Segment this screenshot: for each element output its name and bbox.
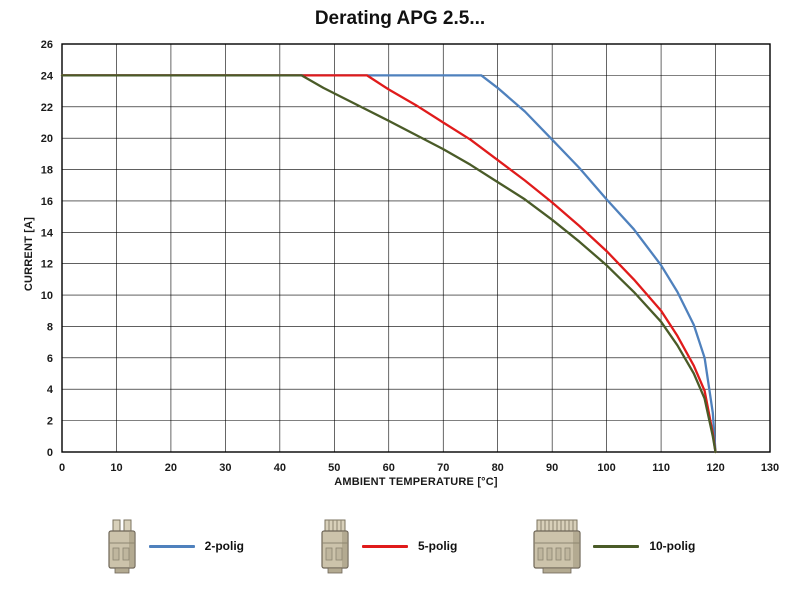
svg-text:8: 8 [47, 321, 53, 333]
series-line-2-polig [60, 74, 717, 454]
connector-5polig-icon [321, 519, 349, 574]
svg-text:10: 10 [41, 290, 53, 302]
svg-text:0: 0 [59, 462, 65, 474]
connector-2polig-icon [108, 519, 136, 574]
svg-text:120: 120 [706, 462, 724, 474]
x-axis-title: AMBIENT TEMPERATURE [°C] [334, 476, 498, 488]
svg-text:24: 24 [41, 70, 54, 82]
svg-text:20: 20 [41, 133, 53, 145]
svg-text:100: 100 [597, 462, 615, 474]
svg-text:90: 90 [546, 462, 558, 474]
svg-text:12: 12 [41, 259, 53, 271]
svg-text:20: 20 [165, 462, 177, 474]
svg-text:6: 6 [47, 353, 53, 365]
legend-item-10polig: 10-polig [531, 517, 695, 575]
chart-title: Derating APG 2.5... [314, 8, 486, 29]
svg-text:18: 18 [41, 165, 53, 177]
legend-item-5polig: 5-polig [318, 517, 457, 575]
svg-text:30: 30 [219, 462, 231, 474]
svg-text:80: 80 [492, 462, 504, 474]
legend-label-2polig: 2-polig [204, 539, 244, 553]
connector-10polig-icon [533, 519, 581, 574]
legend-label-10polig: 10-polig [649, 539, 696, 553]
svg-text:4: 4 [47, 384, 54, 396]
legend: 2-polig 5-polig [0, 500, 800, 592]
svg-text:70: 70 [437, 462, 449, 474]
derating-plot-svg: 0 10 20 30 40 50 60 70 80 90 100 110 120 130024681012… [41, 39, 779, 474]
y-axis-title: CURRENT [A] [23, 216, 35, 292]
legend-label-5polig: 5-polig [417, 539, 458, 553]
svg-text:110: 110 [652, 462, 670, 474]
legend-line-5polig [361, 544, 408, 548]
legend-line-2polig [148, 544, 195, 548]
svg-text:2: 2 [47, 416, 53, 428]
svg-text:130: 130 [761, 462, 779, 474]
chart-area: 0 10 20 30 40 50 60 70 80 90 100 110 120 130 0 2 4 6 8 10 12… [0, 32, 800, 494]
svg-text:0: 0 [47, 447, 53, 459]
svg-text:16: 16 [41, 196, 53, 208]
svg-text:26: 26 [41, 39, 53, 51]
svg-text:22: 22 [41, 102, 53, 114]
plot-holder: 0 10 20 30 40 50 60 70 80 90 100 110 120 130 0 2 4 6 8 10 12… [0, 32, 800, 499]
svg-text:40: 40 [274, 462, 286, 474]
svg-text:50: 50 [328, 462, 340, 474]
svg-text:10: 10 [110, 462, 122, 474]
series-line-10-polig [60, 74, 717, 454]
series-line-5-polig [60, 74, 717, 454]
legend-item-2polig: 2-polig [105, 517, 244, 575]
svg-text:60: 60 [383, 462, 395, 474]
legend-line-10polig [593, 544, 640, 548]
svg-text:14: 14 [41, 227, 54, 239]
